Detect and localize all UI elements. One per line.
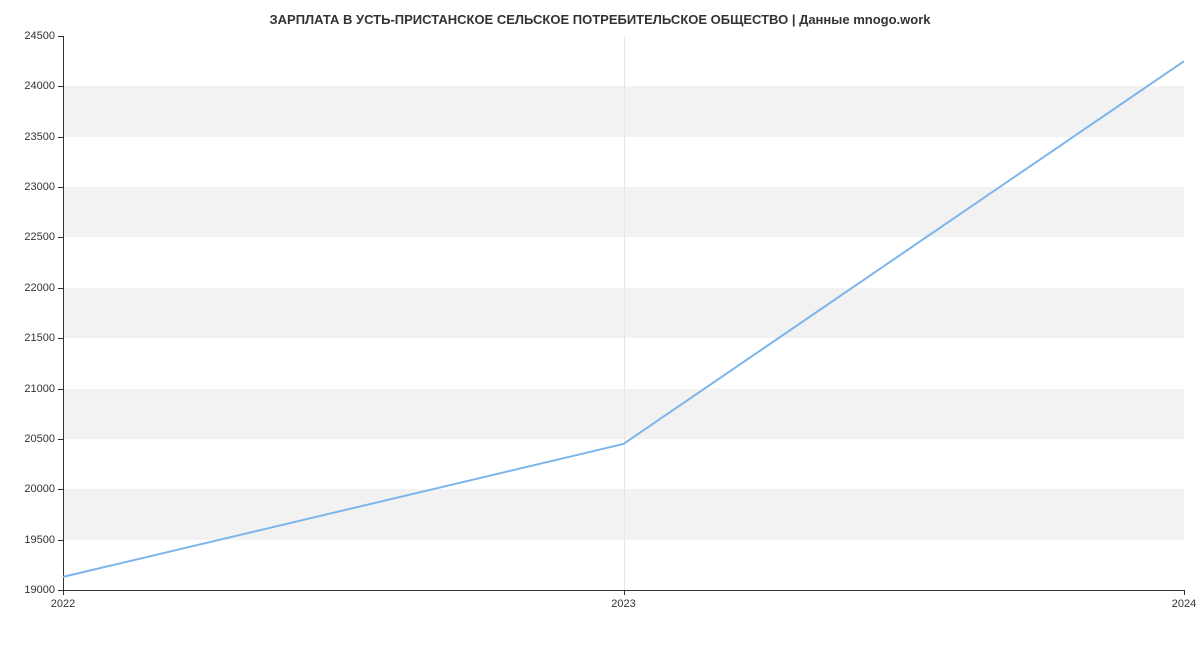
- y-tick-label: 24500: [24, 30, 55, 42]
- x-tick-mark: [1184, 590, 1185, 595]
- y-tick-label: 24000: [24, 80, 55, 92]
- y-tick-label: 22500: [24, 231, 55, 243]
- x-tick-label: 2023: [611, 598, 635, 610]
- y-tick-label: 23000: [24, 181, 55, 193]
- x-tick-label: 2024: [1172, 598, 1196, 610]
- y-tick-label: 19500: [24, 534, 55, 546]
- salary-line-chart: ЗАРПЛАТА В УСТЬ-ПРИСТАНСКОЕ СЕЛЬСКОЕ ПОТ…: [0, 0, 1200, 650]
- plot-area: 1900019500200002050021000215002200022500…: [63, 36, 1184, 590]
- x-tick-label: 2022: [51, 598, 75, 610]
- x-axis-line: [63, 590, 1184, 591]
- y-tick-label: 19000: [24, 584, 55, 596]
- y-tick-label: 20000: [24, 483, 55, 495]
- series-line: [63, 36, 1184, 590]
- chart-title: ЗАРПЛАТА В УСТЬ-ПРИСТАНСКОЕ СЕЛЬСКОЕ ПОТ…: [0, 12, 1200, 27]
- y-tick-label: 23500: [24, 131, 55, 143]
- y-tick-label: 20500: [24, 433, 55, 445]
- y-tick-label: 21500: [24, 332, 55, 344]
- y-tick-label: 22000: [24, 282, 55, 294]
- y-tick-label: 21000: [24, 383, 55, 395]
